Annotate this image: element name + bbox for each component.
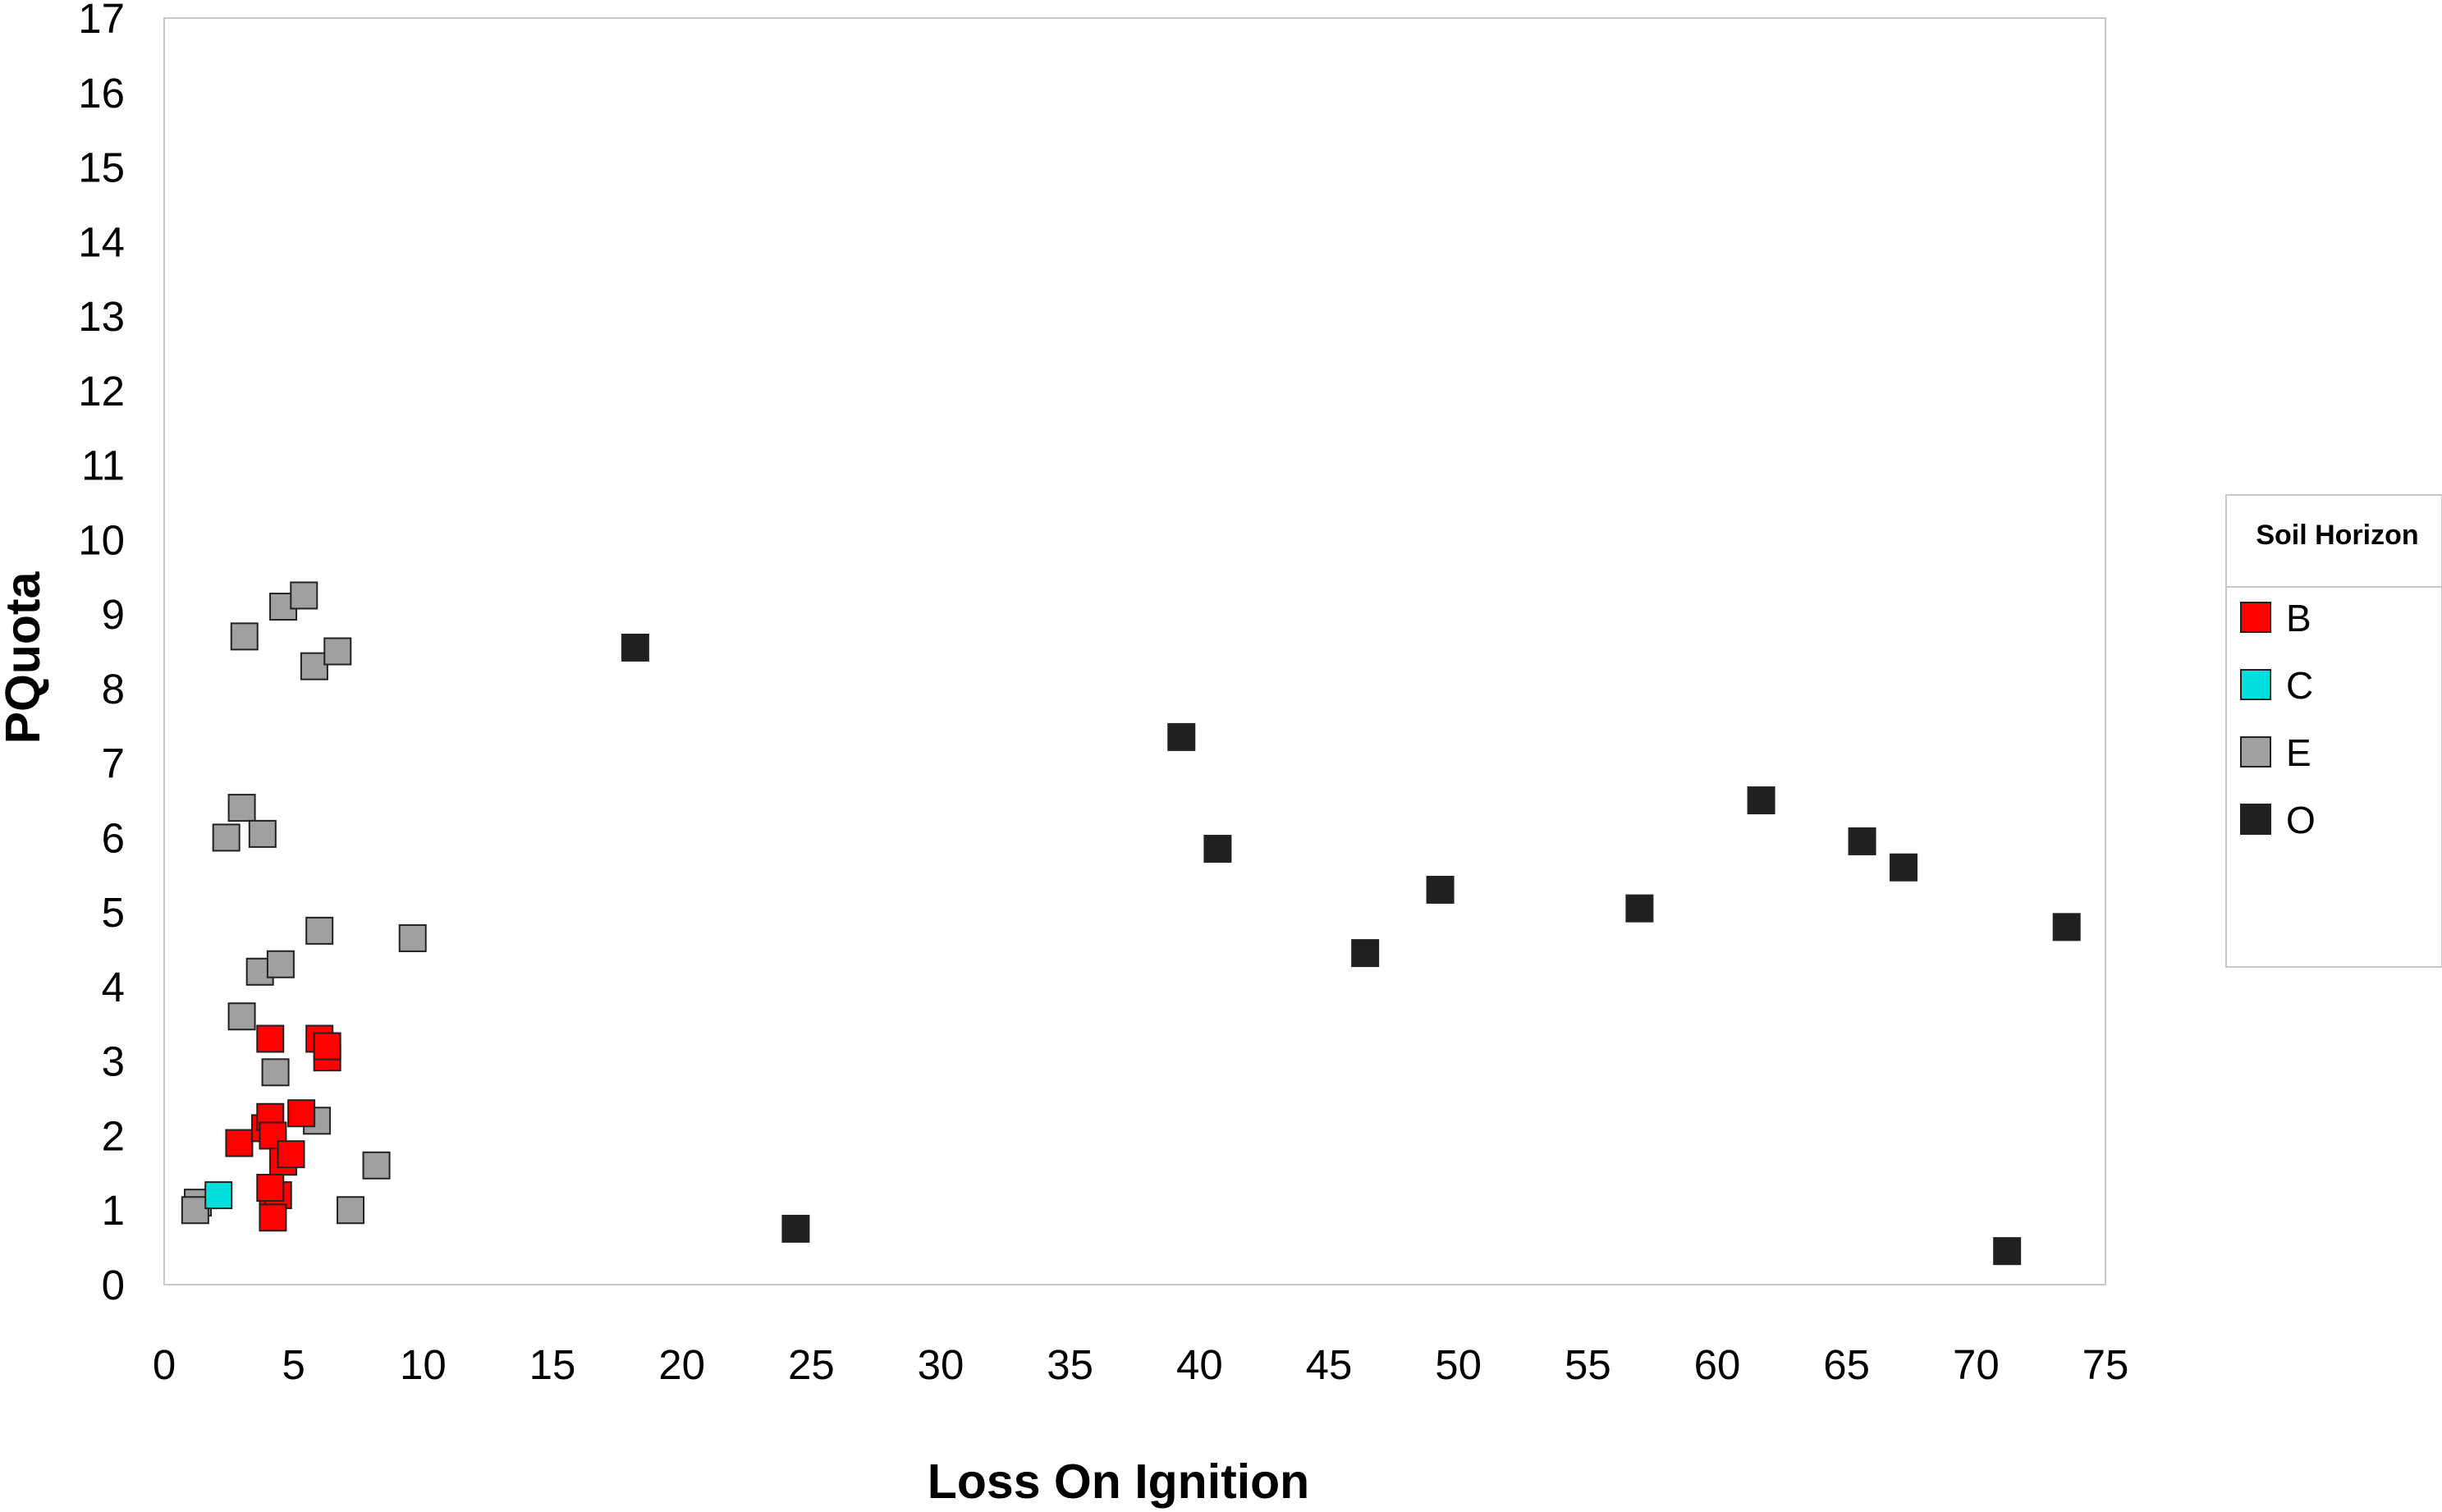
y-tick-label: 9 xyxy=(102,591,125,638)
y-tick-label: 0 xyxy=(102,1262,125,1308)
data-point-E xyxy=(261,1058,290,1087)
legend-title: Soil Horizon xyxy=(2256,520,2418,551)
legend-swatch-O xyxy=(2240,804,2271,835)
y-tick-label: 13 xyxy=(78,293,125,340)
data-point-O xyxy=(781,1214,810,1243)
y-tick-label: 15 xyxy=(78,144,125,191)
x-tick-label: 15 xyxy=(529,1341,576,1388)
legend-box xyxy=(2225,494,2442,968)
legend-label-E: E xyxy=(2286,731,2311,774)
data-point-E xyxy=(362,1151,391,1180)
y-tick-label: 10 xyxy=(78,516,125,563)
x-tick-label: 5 xyxy=(282,1341,305,1388)
data-point-E xyxy=(266,950,295,978)
data-point-E xyxy=(227,1002,256,1031)
y-tick-label: 3 xyxy=(102,1038,125,1085)
plot-area xyxy=(163,17,2106,1285)
data-point-E xyxy=(305,916,334,945)
data-point-B xyxy=(259,1203,287,1232)
y-tick-label: 14 xyxy=(78,218,125,265)
y-tick-label: 6 xyxy=(102,814,125,861)
data-point-E xyxy=(181,1196,209,1225)
x-tick-label: 75 xyxy=(2082,1341,2129,1388)
x-tick-label: 50 xyxy=(1435,1341,1482,1388)
y-tick-label: 8 xyxy=(102,666,125,712)
x-tick-label: 25 xyxy=(788,1341,835,1388)
data-point-B xyxy=(225,1129,254,1157)
data-point-B xyxy=(277,1140,305,1169)
x-tick-label: 40 xyxy=(1176,1341,1223,1388)
legend-swatch-E xyxy=(2240,736,2271,767)
data-point-E xyxy=(212,823,241,852)
y-tick-label: 2 xyxy=(102,1112,125,1159)
data-point-O xyxy=(1426,875,1455,904)
x-tick-label: 55 xyxy=(1565,1341,1611,1388)
data-point-E xyxy=(227,794,256,822)
y-tick-label: 12 xyxy=(78,368,125,415)
legend-swatch-C xyxy=(2240,669,2271,700)
data-point-B xyxy=(287,1099,316,1128)
y-tick-label: 11 xyxy=(81,442,125,489)
data-point-O xyxy=(1625,894,1654,923)
x-tick-label: 60 xyxy=(1694,1341,1741,1388)
data-point-O xyxy=(1203,835,1232,864)
data-point-E xyxy=(323,637,352,666)
data-point-E xyxy=(230,622,259,651)
y-tick-label: 16 xyxy=(78,70,125,117)
x-tick-label: 30 xyxy=(918,1341,964,1388)
legend-label-O: O xyxy=(2286,799,2316,841)
data-points xyxy=(181,581,2081,1266)
data-point-O xyxy=(1747,786,1775,815)
data-point-O xyxy=(1993,1237,2022,1266)
y-tick-label: 7 xyxy=(102,740,125,787)
x-tick-label: 65 xyxy=(1823,1341,1870,1388)
data-point-E xyxy=(290,581,318,610)
data-point-E xyxy=(300,652,328,680)
data-point-O xyxy=(1848,827,1876,855)
data-point-O xyxy=(1351,939,1380,968)
data-point-E xyxy=(398,923,427,952)
x-tick-label: 45 xyxy=(1306,1341,1353,1388)
x-tick-label: 20 xyxy=(658,1341,705,1388)
data-point-B xyxy=(256,1024,285,1053)
legend-label-C: C xyxy=(2286,664,2313,707)
legend-swatch-B xyxy=(2240,602,2271,633)
data-point-O xyxy=(1167,722,1196,751)
data-point-B xyxy=(256,1174,285,1203)
data-point-E xyxy=(337,1196,365,1225)
x-tick-label: 10 xyxy=(400,1341,447,1388)
data-point-C xyxy=(204,1181,233,1210)
data-point-E xyxy=(248,819,277,848)
y-tick-label: 17 xyxy=(78,0,125,42)
data-point-B xyxy=(313,1032,341,1061)
legend-label-B: B xyxy=(2286,597,2311,639)
x-axis-ticks: 0 5 10 15 20 25 30 35 40 45 50 55 60 65 70 75 xyxy=(153,1341,2129,1388)
data-point-O xyxy=(621,633,649,662)
y-tick-label: 4 xyxy=(102,964,125,1010)
data-point-O xyxy=(1890,853,1918,882)
y-tick-label: 5 xyxy=(102,889,125,936)
data-point-O xyxy=(2052,913,2081,942)
x-tick-label: 70 xyxy=(1953,1341,2000,1388)
y-tick-label: 1 xyxy=(102,1187,125,1234)
x-tick-label: 0 xyxy=(153,1341,176,1388)
y-axis-title: PQuota xyxy=(0,570,50,744)
x-tick-label: 35 xyxy=(1047,1341,1093,1388)
x-axis-title: Loss On Ignition xyxy=(928,1455,1309,1509)
